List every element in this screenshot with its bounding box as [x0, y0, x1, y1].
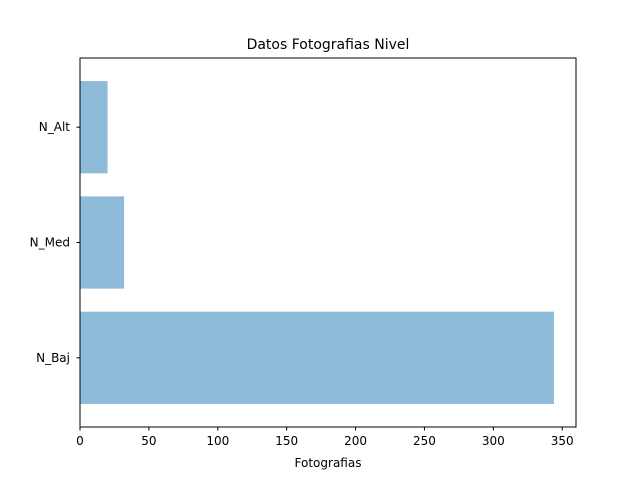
x-tick-label: 50	[141, 434, 156, 448]
x-tick-label: 100	[206, 434, 229, 448]
x-tick-label: 250	[413, 434, 436, 448]
y-tick-label: N_Alt	[39, 120, 71, 134]
x-tick-label: 200	[344, 434, 367, 448]
bar-n-alt	[80, 81, 108, 174]
plot-frame	[79, 57, 577, 428]
x-axis: 0 50 100 150 200 250 300 350	[76, 427, 574, 448]
x-tick-label: 0	[76, 434, 84, 448]
y-tick-label: N_Med	[30, 236, 70, 250]
x-tick-label: 300	[482, 434, 505, 448]
bar-n-med	[80, 196, 125, 289]
y-tick-label: N_Baj	[36, 351, 70, 365]
chart-title: Datos Fotografias Nivel	[247, 37, 410, 53]
y-axis: N_Baj N_Med N_Alt	[30, 120, 80, 365]
x-tick-label: 150	[275, 434, 298, 448]
x-tick-label: 350	[551, 434, 574, 448]
bar-n-baj	[80, 311, 554, 404]
x-axis-label: Fotografias	[295, 456, 362, 470]
bars-group	[80, 81, 554, 404]
